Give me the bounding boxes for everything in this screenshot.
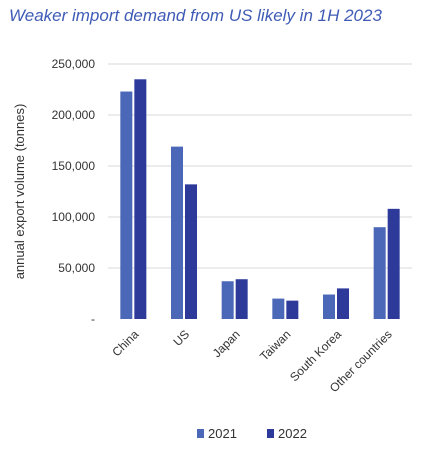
bars	[120, 79, 400, 319]
legend-label: 2022	[278, 426, 307, 441]
bar-2021-south-korea	[323, 294, 335, 319]
x-tick-label: Taiwan	[257, 327, 293, 363]
bar-2022-other-countries	[387, 208, 400, 319]
bar-2022-china	[134, 79, 147, 319]
bar-2022-taiwan	[286, 300, 299, 319]
x-tick-label: China	[109, 327, 141, 359]
bar-2021-taiwan	[272, 298, 285, 319]
legend-label: 2021	[208, 426, 237, 441]
legend-swatch	[197, 429, 204, 438]
bar-2021-japan	[221, 281, 234, 319]
y-tick-label: 200,000	[52, 108, 96, 122]
y-tick-label: 50,000	[58, 261, 95, 275]
bar-2021-us	[171, 146, 183, 319]
legend-swatch	[267, 429, 274, 438]
bar-2022-south-korea	[337, 288, 349, 319]
gridlines	[108, 63, 412, 269]
y-tick-label: -	[91, 312, 95, 326]
y-tick-label: 100,000	[52, 210, 96, 224]
bar-2022-us	[185, 184, 197, 319]
bar-2021-china	[120, 91, 133, 319]
x-tick-label: US	[170, 327, 192, 349]
bar-2021-other-countries	[373, 227, 386, 319]
bar-2022-japan	[235, 279, 248, 319]
y-tick-label: 250,000	[52, 57, 96, 71]
x-tick-label: Japan	[210, 327, 243, 360]
y-axis-ticks: - 50,000 100,000 150,000 200,000 250,000	[52, 57, 96, 326]
y-tick-label: 150,000	[52, 159, 96, 173]
y-axis-label: annual export volume (tonnes)	[12, 104, 27, 280]
legend: 2021 2022	[197, 426, 307, 441]
chart-title: Weaker import demand from US likely in 1…	[9, 6, 382, 25]
